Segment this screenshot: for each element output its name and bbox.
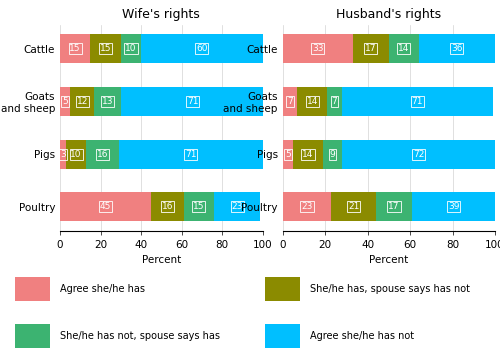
Text: 39: 39 — [448, 202, 460, 211]
Bar — [60, 140, 66, 169]
Bar — [184, 192, 214, 222]
Bar — [342, 140, 495, 169]
Bar — [352, 34, 389, 63]
Text: 23: 23 — [232, 202, 243, 211]
Bar — [141, 34, 262, 63]
Bar — [94, 87, 121, 116]
Bar — [90, 34, 121, 63]
Text: Agree she/he has not: Agree she/he has not — [310, 331, 414, 341]
Bar — [86, 140, 118, 169]
Text: She/he has, spouse says has not: She/he has, spouse says has not — [310, 284, 470, 294]
Text: 10: 10 — [125, 44, 136, 53]
Text: 7: 7 — [287, 97, 293, 106]
Text: 16: 16 — [162, 202, 173, 211]
FancyBboxPatch shape — [15, 277, 50, 301]
Text: 45: 45 — [100, 202, 111, 211]
FancyBboxPatch shape — [15, 324, 50, 348]
Bar — [376, 192, 412, 222]
Bar — [342, 87, 493, 116]
Bar — [412, 192, 495, 222]
FancyBboxPatch shape — [265, 277, 300, 301]
Text: 16: 16 — [97, 150, 108, 159]
Text: 13: 13 — [102, 97, 114, 106]
Bar — [66, 140, 86, 169]
Bar — [60, 87, 70, 116]
Bar — [282, 87, 298, 116]
Bar — [293, 140, 323, 169]
Text: 72: 72 — [413, 150, 424, 159]
Text: Agree she/he has: Agree she/he has — [60, 284, 145, 294]
Bar — [60, 192, 151, 222]
Text: 9: 9 — [330, 150, 336, 159]
Text: 15: 15 — [193, 202, 204, 211]
Bar — [282, 140, 293, 169]
Text: 14: 14 — [306, 97, 318, 106]
X-axis label: Percent: Percent — [369, 255, 408, 265]
Bar — [282, 192, 332, 222]
Bar — [70, 87, 94, 116]
Bar — [60, 34, 90, 63]
Text: 17: 17 — [365, 44, 376, 53]
Text: She/he has not, spouse says has: She/he has not, spouse says has — [60, 331, 220, 341]
Bar — [332, 192, 376, 222]
Text: 21: 21 — [348, 202, 360, 211]
Bar — [121, 87, 264, 116]
Text: 5: 5 — [62, 97, 68, 106]
Title: Wife's rights: Wife's rights — [122, 8, 200, 21]
Text: 7: 7 — [332, 97, 338, 106]
Text: 15: 15 — [100, 44, 112, 53]
Text: 71: 71 — [187, 97, 198, 106]
Text: 10: 10 — [70, 150, 82, 159]
Text: 71: 71 — [412, 97, 423, 106]
Text: 5: 5 — [285, 150, 290, 159]
Title: Husband's rights: Husband's rights — [336, 8, 442, 21]
Text: 14: 14 — [302, 150, 314, 159]
Bar — [151, 192, 184, 222]
Text: 12: 12 — [76, 97, 88, 106]
Bar — [327, 87, 342, 116]
X-axis label: Percent: Percent — [142, 255, 181, 265]
Bar — [389, 34, 418, 63]
Text: 36: 36 — [451, 44, 462, 53]
Text: 3: 3 — [60, 150, 66, 159]
Text: 60: 60 — [196, 44, 207, 53]
Text: 71: 71 — [185, 150, 196, 159]
FancyBboxPatch shape — [265, 324, 300, 348]
Bar — [118, 140, 262, 169]
Text: 17: 17 — [388, 202, 400, 211]
Bar — [298, 87, 327, 116]
Bar — [282, 34, 352, 63]
Text: 33: 33 — [312, 44, 324, 53]
Text: 15: 15 — [70, 44, 81, 53]
Bar — [214, 192, 260, 222]
Text: 23: 23 — [302, 202, 312, 211]
Bar — [418, 34, 495, 63]
Bar — [323, 140, 342, 169]
Text: 14: 14 — [398, 44, 409, 53]
Bar — [121, 34, 141, 63]
